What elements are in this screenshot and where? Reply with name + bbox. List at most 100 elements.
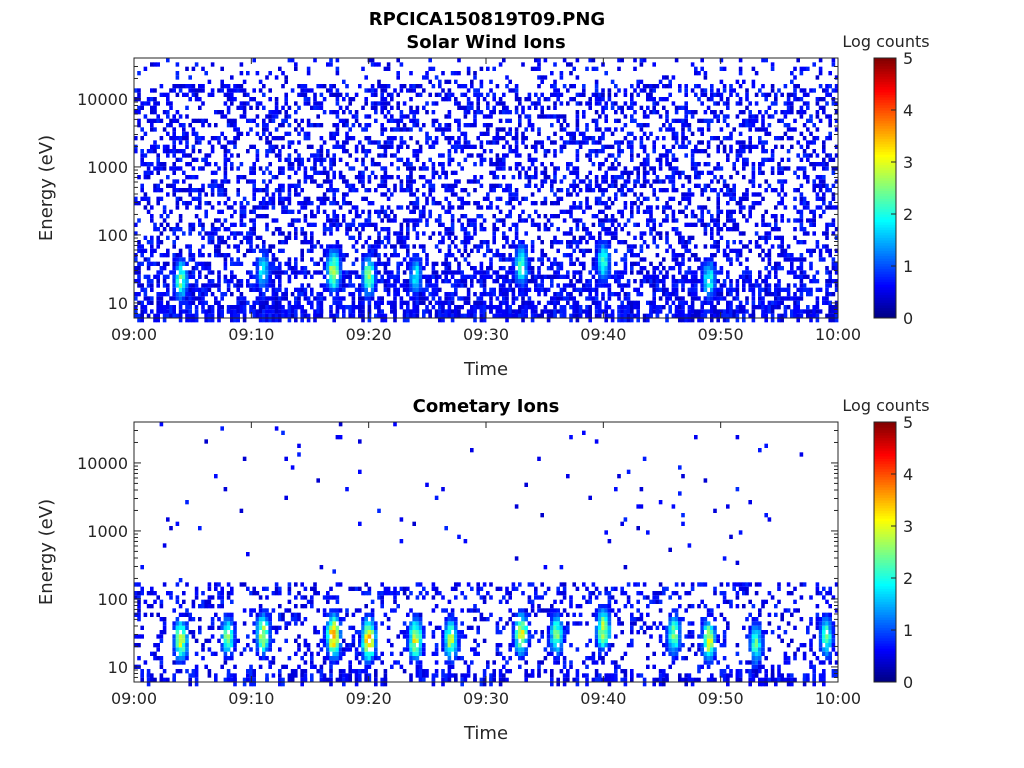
- spectrogram-cell: [390, 270, 394, 275]
- spectrogram-cell: [166, 248, 170, 253]
- spectrogram-cell: [262, 279, 266, 284]
- spectrogram-cell: [223, 162, 228, 167]
- spectrogram-cell: [502, 309, 506, 318]
- spectrogram-cell: [479, 175, 484, 180]
- spectrogram-cell: [201, 166, 205, 171]
- spectrogram-cell: [681, 257, 685, 262]
- spectrogram-cell: [377, 214, 381, 219]
- spectrogram-cell: [428, 235, 432, 240]
- spectrogram-cell: [498, 166, 503, 171]
- spectrogram-cell: [393, 283, 397, 288]
- spectrogram-cell: [521, 292, 525, 297]
- spectrogram-cell: [492, 222, 496, 227]
- spectrogram-cell: [146, 240, 151, 245]
- spectrogram-cell: [175, 136, 180, 141]
- spectrogram-cell: [774, 188, 778, 193]
- spectrogram-cell: [399, 231, 404, 236]
- spectrogram-cell: [431, 188, 436, 193]
- spectrogram-cell: [370, 261, 375, 266]
- spectrogram-cell: [492, 188, 496, 193]
- spectrogram-cell: [338, 205, 343, 210]
- spectrogram-cell: [342, 296, 346, 301]
- spectrogram-cell: [303, 274, 308, 279]
- spectrogram-cell: [687, 270, 692, 275]
- spectrogram-cell: [588, 205, 592, 210]
- spectrogram-cell: [425, 274, 429, 279]
- spectrogram-cell: [223, 157, 228, 162]
- spectrogram-cell: [713, 305, 717, 314]
- spectrogram-cell: [623, 88, 628, 93]
- spectrogram-cell: [495, 157, 500, 162]
- spectrogram-cell: [598, 97, 602, 102]
- spectrogram-cell: [716, 209, 720, 214]
- spectrogram-cell: [479, 222, 484, 227]
- spectrogram-cell: [630, 118, 634, 123]
- spectrogram-cell: [287, 266, 292, 271]
- spectrogram-cell: [454, 183, 458, 188]
- spectrogram-cell: [518, 201, 522, 206]
- spectrogram-cell: [406, 300, 410, 305]
- spectrogram-cell: [463, 201, 468, 206]
- spectrogram-cell: [354, 227, 359, 232]
- spectrogram-cell: [316, 305, 320, 314]
- spectrogram-cell: [146, 313, 151, 318]
- spectrogram-cell: [617, 149, 621, 154]
- spectrogram-cell: [322, 84, 327, 89]
- spectrogram-cell: [169, 88, 173, 93]
- spectrogram-cell: [402, 270, 407, 275]
- spectrogram-cell: [665, 84, 669, 89]
- spectrogram-cell: [418, 214, 423, 219]
- spectrogram-cell: [246, 101, 250, 106]
- spectrogram-cell: [575, 205, 580, 210]
- spectrogram-cell: [540, 114, 544, 119]
- spectrogram-cell: [774, 300, 778, 305]
- spectrogram-cell: [278, 110, 282, 115]
- spectrogram-cell: [713, 266, 717, 271]
- spectrogram-cell: [390, 283, 394, 288]
- spectrogram-cell: [591, 118, 596, 123]
- spectrogram-cell: [742, 231, 746, 236]
- spectrogram-cell: [364, 257, 368, 262]
- spectrogram-cell: [262, 309, 266, 314]
- spectrogram-cell: [604, 231, 608, 236]
- spectrogram-cell: [495, 248, 500, 253]
- spectrogram-cell: [710, 266, 714, 271]
- spectrogram-cell: [706, 283, 711, 288]
- spectrogram-cell: [207, 240, 212, 245]
- spectrogram-cell: [380, 166, 384, 171]
- spectrogram-cell: [777, 88, 781, 93]
- spectrogram-cell: [735, 248, 740, 253]
- spectrogram-cell: [505, 188, 509, 193]
- spectrogram-cell: [377, 240, 381, 245]
- spectrogram-cell: [703, 296, 708, 301]
- spectrogram-cell: [649, 227, 653, 232]
- spectrogram-cell: [473, 231, 477, 236]
- spectrogram-cell: [655, 175, 660, 180]
- spectrogram-cell: [233, 118, 237, 123]
- spectrogram-cell: [556, 240, 560, 245]
- spectrogram-cell: [479, 162, 484, 167]
- spectrogram-cell: [153, 222, 157, 227]
- spectrogram-cell: [514, 105, 519, 110]
- spectrogram-cell: [242, 214, 247, 219]
- spectrogram-cell: [639, 283, 644, 288]
- spectrogram-cell: [412, 88, 416, 93]
- spectrogram-cell: [697, 183, 701, 188]
- spectrogram-cell: [514, 283, 519, 288]
- spectrogram-cell: [674, 227, 679, 232]
- spectrogram-cell: [454, 101, 458, 106]
- spectrogram-cell: [191, 227, 196, 232]
- spectrogram-cell: [684, 214, 688, 219]
- spectrogram-cell: [438, 162, 442, 167]
- spectrogram-cell: [569, 253, 573, 258]
- spectrogram-cell: [364, 114, 368, 119]
- spectrogram-cell: [457, 261, 461, 266]
- spectrogram-cell: [249, 209, 253, 214]
- spectrogram-cell: [246, 248, 250, 253]
- spectrogram-cell: [463, 84, 468, 89]
- spectrogram-cell: [521, 283, 525, 288]
- spectrogram-cell: [434, 75, 439, 80]
- spectrogram-cell: [214, 183, 218, 188]
- spectrogram-cell: [524, 287, 528, 292]
- spectrogram-cell: [374, 110, 378, 115]
